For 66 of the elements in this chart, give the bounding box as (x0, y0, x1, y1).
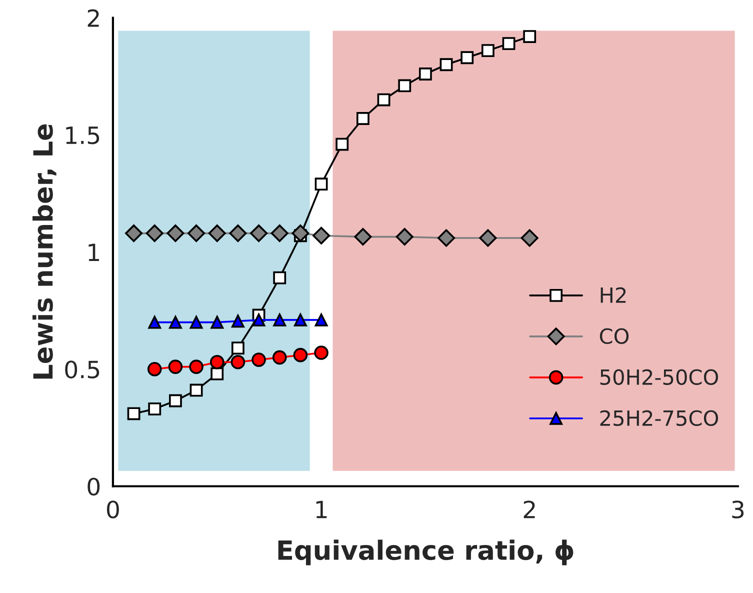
y-tick-label: 1.5 (66, 126, 100, 144)
point (460, 51, 474, 64)
point (252, 313, 266, 326)
legend-label: 25H2-75CO (600, 410, 718, 426)
point (189, 360, 204, 374)
point (481, 44, 494, 58)
point (520, 229, 538, 247)
y-tick-label: 2 (88, 9, 99, 27)
x-tick-label: 2 (524, 500, 535, 518)
point (312, 226, 330, 244)
point (210, 354, 224, 370)
point (396, 228, 414, 246)
x-tick-label: 1 (316, 500, 327, 518)
point (272, 350, 287, 365)
point (148, 402, 162, 416)
point (377, 93, 390, 106)
point (523, 30, 536, 43)
point (294, 313, 307, 326)
point (336, 138, 349, 151)
legend-label: H2 (600, 287, 626, 303)
legend-label: 50H2-50CO (600, 369, 718, 385)
point (146, 224, 164, 242)
point (125, 224, 143, 242)
point (231, 314, 244, 328)
point (190, 316, 203, 329)
point (273, 271, 286, 284)
point (273, 313, 286, 326)
y-tick-label: 0.5 (65, 360, 100, 378)
point (168, 316, 182, 329)
point (230, 354, 246, 370)
point (231, 342, 244, 355)
point (270, 224, 288, 242)
point (210, 316, 224, 329)
point (168, 360, 183, 374)
y-axis-title: Lewis number, Le (32, 124, 56, 379)
point (293, 348, 308, 362)
point (168, 394, 182, 408)
point (356, 112, 370, 125)
x-tick-label: 0 (106, 500, 119, 518)
legend-label: CO (600, 328, 629, 344)
point (252, 352, 266, 367)
point (190, 384, 203, 397)
point (418, 68, 432, 80)
point (314, 178, 328, 191)
point (148, 316, 162, 329)
point (479, 229, 497, 247)
point (147, 362, 162, 376)
point (354, 228, 372, 246)
y-tick-label: 1 (88, 244, 99, 261)
point (208, 224, 226, 242)
point (188, 224, 206, 242)
x-tick-label: 3 (732, 500, 744, 518)
point (166, 224, 184, 242)
point (292, 224, 310, 242)
y-tick-label: 0 (88, 478, 100, 496)
point (398, 79, 412, 92)
point (210, 367, 224, 380)
point (314, 313, 328, 326)
x-axis-title: Equivalence ratio, ϕ (278, 540, 574, 566)
point (438, 229, 456, 247)
point (314, 346, 328, 360)
point (250, 224, 268, 242)
point (502, 37, 516, 50)
point (229, 224, 247, 242)
point (440, 58, 453, 72)
point (127, 407, 140, 420)
